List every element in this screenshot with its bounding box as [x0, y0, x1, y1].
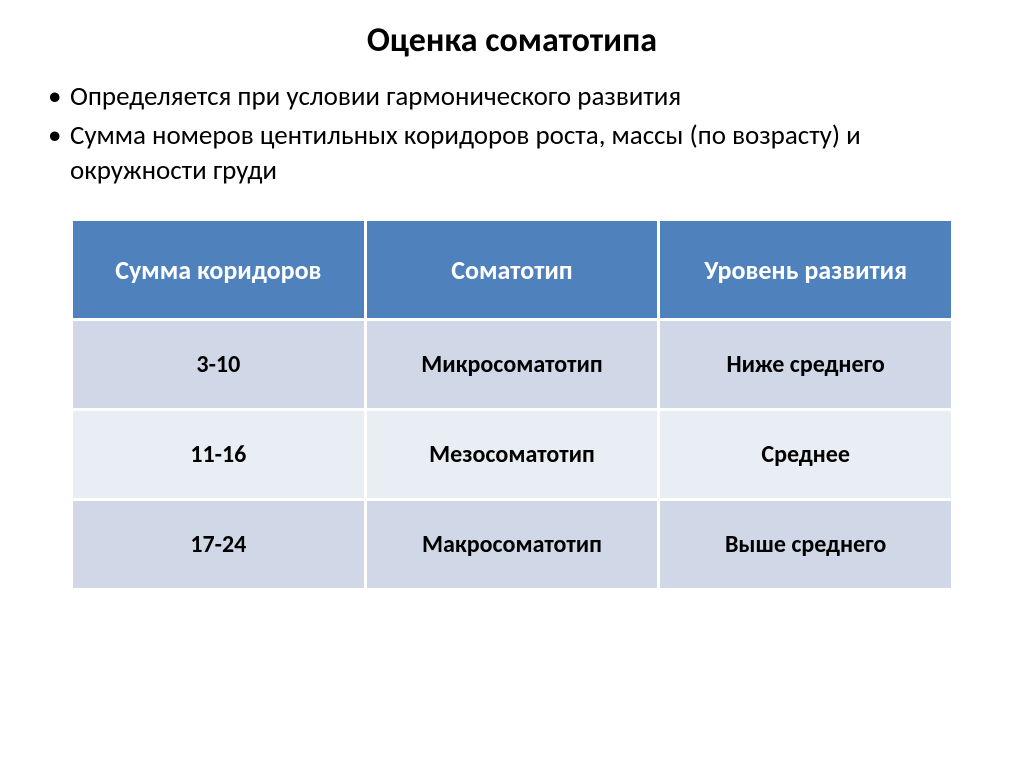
cell-sum: 17-24 [72, 500, 366, 590]
cell-type: Микросоматотип [365, 320, 659, 410]
cell-level: Ниже среднего [659, 320, 953, 410]
bullet-item: Определяется при условии гармонического … [40, 79, 984, 114]
cell-sum: 11-16 [72, 410, 366, 500]
table-row: 17-24 Макросоматотип Выше среднего [72, 500, 953, 590]
col-header-level: Уровень развития [659, 220, 953, 320]
page-title: Оценка соматотипа [40, 20, 984, 61]
table-wrapper: Сумма коридоров Соматотип Уровень развит… [40, 218, 984, 591]
table-header-row: Сумма коридоров Соматотип Уровень развит… [72, 220, 953, 320]
bullet-list: Определяется при условии гармонического … [40, 79, 984, 188]
table-row: 11-16 Мезосоматотип Среднее [72, 410, 953, 500]
col-header-sum: Сумма коридоров [72, 220, 366, 320]
bullet-item: Сумма номеров центильных коридоров роста… [40, 118, 984, 188]
cell-level: Выше среднего [659, 500, 953, 590]
cell-type: Макросоматотип [365, 500, 659, 590]
cell-level: Среднее [659, 410, 953, 500]
somatotype-table: Сумма коридоров Соматотип Уровень развит… [70, 218, 954, 591]
col-header-type: Соматотип [365, 220, 659, 320]
table-row: 3-10 Микросоматотип Ниже среднего [72, 320, 953, 410]
cell-type: Мезосоматотип [365, 410, 659, 500]
cell-sum: 3-10 [72, 320, 366, 410]
